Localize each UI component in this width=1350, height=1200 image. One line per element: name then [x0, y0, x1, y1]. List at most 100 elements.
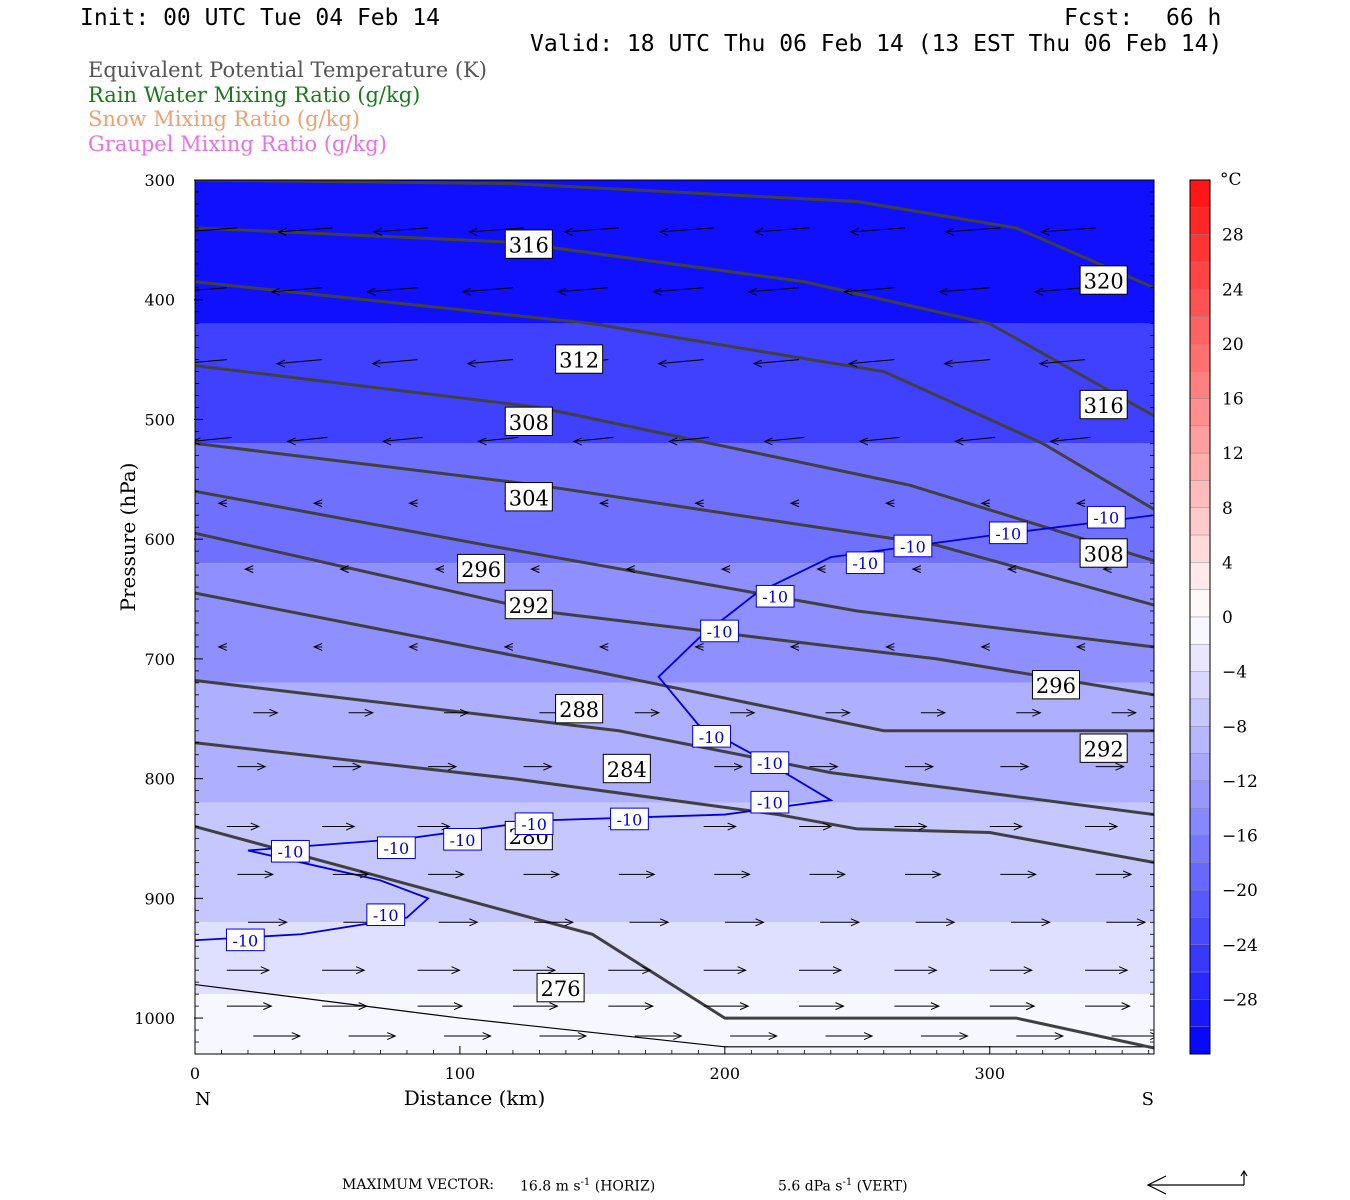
wind-vector-head	[408, 642, 418, 651]
wind-vector-head	[650, 708, 661, 717]
wind-vector	[669, 436, 709, 442]
colorbar-segment	[1189, 398, 1211, 427]
theta-e-contour	[195, 180, 1154, 290]
wind-vector-head	[930, 1002, 941, 1011]
wind-vector-head	[1075, 642, 1086, 651]
wind-vector-head	[577, 1032, 588, 1040]
theta-e-contour	[195, 741, 1154, 864]
colorbar-segment	[1189, 261, 1211, 290]
temperature-contour-label: -10	[762, 588, 788, 607]
theta-e-label-box	[504, 589, 553, 620]
y-tick-label: 500	[144, 410, 175, 429]
x-tick-label: 0	[190, 1064, 200, 1083]
max-vector-vert: 5.6 dPa s-1 (VERT)	[778, 1177, 908, 1195]
theta-e-label-box	[1031, 670, 1081, 700]
wind-vector-head	[943, 359, 953, 368]
wind-vector	[653, 287, 704, 293]
wind-vector-head	[381, 437, 392, 446]
wind-vector-head	[549, 1002, 559, 1011]
y-tick-label: 1000	[134, 1009, 175, 1028]
colorbar-tick-label: 28	[1222, 226, 1244, 246]
wind-vector	[850, 227, 906, 233]
wind-vector-head	[1127, 708, 1137, 717]
wind-vector-head	[1027, 870, 1037, 879]
wind-vector	[955, 436, 996, 442]
wind-vector-head	[720, 565, 731, 574]
theta-e-contour	[195, 591, 1154, 733]
wind-vector-head	[938, 287, 948, 296]
wind-vector-head	[652, 287, 662, 296]
vert-value: 5.6 dPa s	[778, 1178, 843, 1195]
temperature-contour-label: -10	[232, 931, 258, 950]
y-axis-label: Pressure (hPa)	[116, 463, 140, 612]
wind-vector-head	[646, 870, 656, 879]
wind-vector	[658, 359, 704, 365]
wind-vector-head	[980, 499, 990, 508]
temperature-contour-label: -10	[699, 728, 725, 747]
temperature-contour-label-box	[750, 790, 790, 814]
wind-vector-head	[371, 359, 381, 368]
wind-vector	[1039, 359, 1086, 365]
wind-vector-head	[755, 918, 765, 927]
wind-vector	[564, 227, 619, 233]
wind-vector-head	[885, 642, 895, 651]
wind-vector-head	[1108, 822, 1119, 831]
theta-e-label-box	[504, 482, 553, 512]
theta-e-label-box	[555, 344, 604, 374]
temperature-contour-label: -10	[277, 843, 303, 862]
temperature-contour-label: -10	[852, 554, 878, 573]
wind-vector-head	[572, 437, 583, 446]
wind-vector-head	[250, 822, 261, 831]
wind-vector-head	[434, 565, 445, 574]
wind-vector-head	[847, 359, 858, 368]
colorbar-tick-label: −4	[1222, 663, 1247, 683]
colorbar-tick-label: −16	[1222, 827, 1258, 847]
wind-vector	[1050, 436, 1091, 442]
wind-vector-head	[345, 822, 356, 831]
wind-vector-head	[503, 642, 514, 651]
colorbar-segment	[1189, 616, 1211, 645]
wind-vector-head	[459, 708, 470, 717]
theta-e-contour	[195, 280, 1154, 511]
wind-vector-head	[850, 918, 861, 927]
colorbar-segment	[1189, 343, 1211, 372]
wind-vector-head	[177, 288, 185, 295]
colorbar-segment	[1189, 698, 1211, 727]
wind-vector-head	[836, 870, 847, 879]
wind-vector-head	[277, 227, 287, 236]
colorbar-segment	[1189, 179, 1211, 208]
wind-vector	[945, 227, 1001, 233]
wind-vector-head	[563, 227, 573, 236]
theta-e-label: 316	[509, 234, 549, 258]
theta-e-label: 284	[607, 758, 647, 782]
wind-vector-head	[182, 360, 190, 367]
wind-vector	[755, 227, 810, 233]
wind-vector	[271, 287, 323, 293]
wind-vector-head	[599, 642, 609, 651]
wind-vector	[195, 287, 227, 291]
wind-vector-head	[835, 1002, 845, 1011]
wind-vector-head	[667, 437, 678, 446]
wind-vector-head	[737, 966, 747, 975]
wind-vector-head	[727, 822, 737, 831]
theta-e-label-box	[504, 406, 553, 436]
wind-vector-head	[286, 437, 296, 446]
wind-vector-head	[372, 227, 382, 236]
wind-vector-head	[944, 227, 955, 236]
temperature-contour-label: -10	[1093, 509, 1119, 528]
wind-vector-head	[291, 1032, 302, 1040]
field-label-graupel: Graupel Mixing Ratio (g/kg)	[88, 132, 387, 156]
y-tick-label: 700	[144, 650, 175, 669]
wind-vector-head	[312, 499, 323, 508]
theta-e-contour	[195, 678, 1154, 817]
wind-vector-head	[841, 708, 851, 717]
horiz-suffix: (HORIZ)	[590, 1178, 656, 1195]
theta-e-contour	[195, 441, 1154, 607]
colorbar-tick-label: −12	[1222, 772, 1258, 792]
wind-vector-head	[932, 870, 942, 879]
colorbar-segment	[1189, 452, 1211, 481]
wind-vector-head	[832, 966, 843, 975]
colorbar-segment	[1189, 289, 1211, 317]
wind-vector	[573, 436, 614, 442]
wind-vector-head	[924, 762, 935, 771]
